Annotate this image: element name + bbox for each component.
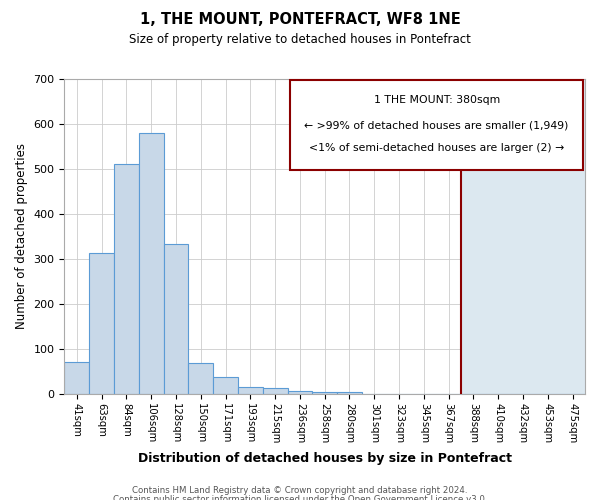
Bar — [337, 392, 362, 394]
Bar — [188, 364, 213, 394]
Text: ← >99% of detached houses are smaller (1,949): ← >99% of detached houses are smaller (1… — [304, 120, 569, 130]
Text: 1 THE MOUNT: 380sqm: 1 THE MOUNT: 380sqm — [374, 95, 500, 105]
Bar — [461, 79, 585, 394]
Bar — [213, 378, 238, 394]
Text: Size of property relative to detached houses in Pontefract: Size of property relative to detached ho… — [129, 32, 471, 46]
Bar — [139, 133, 164, 394]
Bar — [114, 164, 139, 394]
Bar — [287, 392, 313, 394]
Text: Contains HM Land Registry data © Crown copyright and database right 2024.: Contains HM Land Registry data © Crown c… — [132, 486, 468, 495]
Bar — [164, 244, 188, 394]
Bar — [313, 392, 337, 394]
Y-axis label: Number of detached properties: Number of detached properties — [15, 144, 28, 330]
X-axis label: Distribution of detached houses by size in Pontefract: Distribution of detached houses by size … — [138, 452, 512, 465]
Bar — [238, 387, 263, 394]
Text: 1, THE MOUNT, PONTEFRACT, WF8 1NE: 1, THE MOUNT, PONTEFRACT, WF8 1NE — [140, 12, 460, 28]
Text: <1% of semi-detached houses are larger (2) →: <1% of semi-detached houses are larger (… — [309, 144, 564, 154]
Bar — [263, 388, 287, 394]
Bar — [89, 254, 114, 394]
Bar — [64, 362, 89, 394]
Text: Contains public sector information licensed under the Open Government Licence v3: Contains public sector information licen… — [113, 495, 487, 500]
